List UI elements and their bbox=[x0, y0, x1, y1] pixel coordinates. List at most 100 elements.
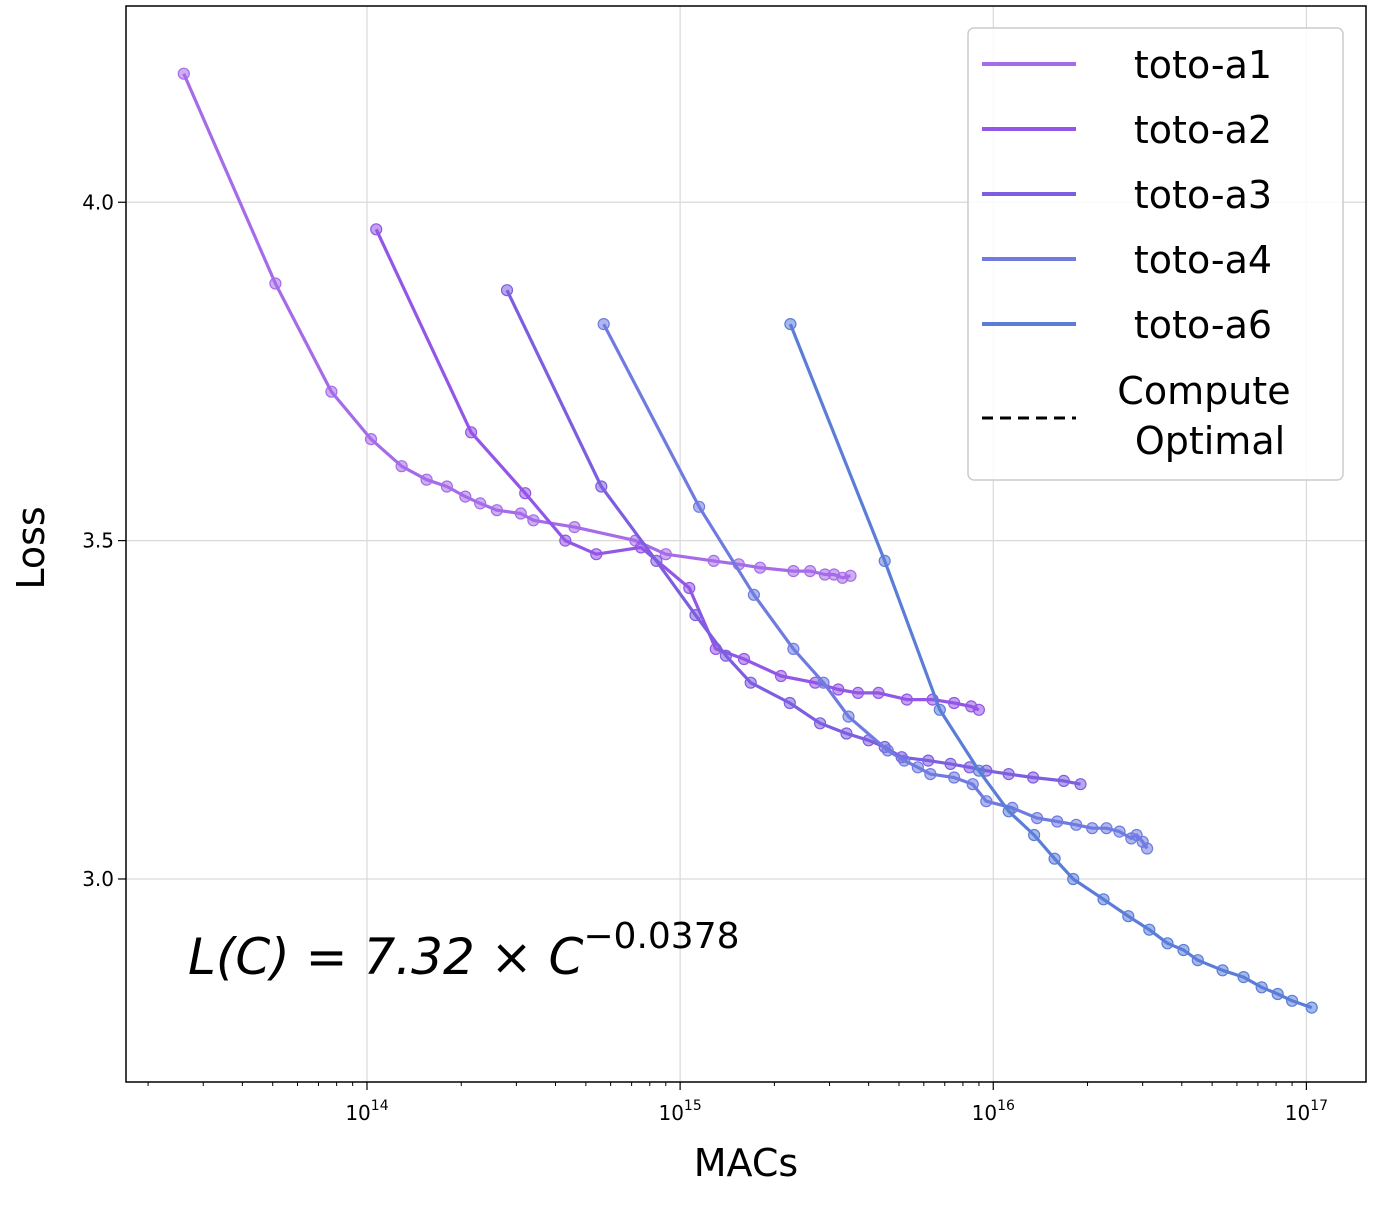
legend-label-toto-a6: toto-a6 bbox=[1134, 303, 1272, 347]
data-point-toto-a4-4 bbox=[817, 676, 830, 689]
data-point-toto-a3-13 bbox=[944, 757, 957, 771]
data-point-toto-a2-0 bbox=[370, 223, 383, 236]
data-point-toto-a3-18 bbox=[1057, 774, 1070, 788]
data-point-toto-a6-3 bbox=[972, 764, 986, 777]
data-point-toto-a6-15 bbox=[1237, 970, 1250, 984]
data-point-toto-a6-14 bbox=[1216, 964, 1229, 977]
data-point-toto-a6-10 bbox=[1143, 923, 1156, 936]
data-point-toto-a3-3 bbox=[689, 608, 702, 622]
legend-label-toto-a2: toto-a2 bbox=[1134, 108, 1272, 152]
data-point-toto-a6-19 bbox=[1305, 1001, 1318, 1014]
x-tick-label-3: 1017 bbox=[1285, 1098, 1328, 1125]
data-point-toto-a2-8 bbox=[737, 652, 751, 666]
data-point-toto-a3-12 bbox=[922, 754, 935, 767]
data-point-toto-a1-0 bbox=[177, 67, 190, 80]
x-tick-exponent: 14 bbox=[371, 1098, 389, 1114]
data-point-toto-a6-16 bbox=[1255, 981, 1268, 994]
data-point-toto-a2-12 bbox=[851, 686, 865, 700]
formula-exponent: −0.0378 bbox=[583, 916, 739, 957]
data-point-toto-a4-9 bbox=[924, 767, 937, 781]
data-point-toto-a1-18 bbox=[787, 564, 800, 578]
data-point-toto-a4-1 bbox=[692, 500, 706, 513]
data-point-toto-a4-23 bbox=[1140, 842, 1154, 855]
data-point-toto-a4-12 bbox=[980, 795, 993, 808]
data-point-toto-a1-8 bbox=[474, 497, 487, 510]
data-point-toto-a4-7 bbox=[898, 754, 911, 767]
data-point-toto-a4-10 bbox=[947, 771, 961, 784]
data-point-toto-a6-1 bbox=[878, 554, 891, 568]
data-point-toto-a1-10 bbox=[514, 507, 527, 520]
data-point-toto-a3-5 bbox=[744, 676, 757, 689]
data-point-toto-a2-3 bbox=[559, 534, 572, 547]
x-axis-label: MACs bbox=[694, 1141, 798, 1185]
data-point-toto-a1-14 bbox=[659, 548, 672, 561]
data-point-toto-a6-11 bbox=[1161, 937, 1174, 950]
data-point-toto-a6-18 bbox=[1285, 994, 1299, 1007]
data-point-toto-a1-4 bbox=[395, 460, 408, 473]
data-point-toto-a6-9 bbox=[1122, 910, 1135, 923]
data-point-toto-a2-6 bbox=[683, 581, 696, 595]
y-axis-label: Loss bbox=[9, 506, 53, 589]
x-tick-label-2: 1016 bbox=[972, 1098, 1015, 1125]
data-point-toto-a6-0 bbox=[784, 318, 797, 331]
data-point-toto-a4-16 bbox=[1070, 818, 1083, 831]
data-point-toto-a4-17 bbox=[1086, 822, 1099, 835]
data-point-toto-a1-3 bbox=[364, 433, 378, 446]
data-point-toto-a2-2 bbox=[519, 487, 532, 500]
data-point-toto-a3-1 bbox=[595, 480, 608, 493]
legend-label-optimal: Optimal bbox=[1135, 419, 1285, 463]
legend: toto-a1 toto-a2 toto-a3 toto-a4 toto-a6 … bbox=[967, 27, 1344, 481]
data-point-toto-a3-19 bbox=[1074, 778, 1087, 791]
data-point-toto-a4-19 bbox=[1113, 825, 1126, 838]
data-point-toto-a6-5 bbox=[1027, 828, 1041, 842]
data-point-toto-a3-4 bbox=[719, 649, 733, 662]
data-point-toto-a1-19 bbox=[803, 564, 817, 578]
formula-main: L(C) = 7.32 × C bbox=[188, 928, 583, 986]
data-point-toto-a2-16 bbox=[947, 696, 961, 710]
data-point-toto-a3-17 bbox=[1026, 771, 1040, 784]
data-point-toto-a4-18 bbox=[1100, 822, 1113, 835]
y-tick-label-1: 3.5 bbox=[82, 529, 114, 553]
series-toto-a6 bbox=[784, 318, 1318, 1014]
data-point-toto-a6-12 bbox=[1177, 943, 1190, 957]
legend-label-compute-optimal: Compute Optimal bbox=[1117, 369, 1302, 463]
data-point-toto-a4-6 bbox=[881, 744, 894, 757]
x-tick-base: 10 bbox=[658, 1101, 683, 1125]
data-point-toto-a4-11 bbox=[966, 778, 979, 791]
data-point-toto-a2-11 bbox=[832, 683, 845, 696]
legend-label-toto-a4: toto-a4 bbox=[1134, 238, 1272, 282]
data-point-toto-a3-7 bbox=[813, 717, 827, 730]
series-toto-a2 bbox=[370, 223, 986, 716]
x-tick-exponent: 15 bbox=[684, 1098, 702, 1114]
data-point-toto-a6-6 bbox=[1048, 852, 1061, 865]
data-point-toto-a2-18 bbox=[972, 703, 986, 716]
data-point-toto-a4-8 bbox=[911, 761, 924, 774]
x-tick-base: 10 bbox=[345, 1101, 370, 1125]
legend-label-toto-a1: toto-a1 bbox=[1134, 43, 1272, 87]
data-point-toto-a6-8 bbox=[1097, 893, 1110, 906]
data-point-toto-a1-7 bbox=[459, 490, 472, 503]
data-point-toto-a4-15 bbox=[1051, 815, 1064, 828]
x-tick-base: 10 bbox=[1285, 1101, 1310, 1125]
data-point-toto-a2-9 bbox=[774, 669, 788, 683]
x-tick-label-1: 1015 bbox=[658, 1098, 701, 1125]
data-point-toto-a6-7 bbox=[1067, 872, 1080, 886]
data-point-toto-a6-2 bbox=[933, 703, 946, 716]
data-point-toto-a1-9 bbox=[490, 504, 503, 517]
data-point-toto-a3-0 bbox=[500, 284, 514, 297]
data-point-toto-a3-16 bbox=[1002, 767, 1015, 781]
plot-frame bbox=[125, 5, 1367, 1083]
data-point-toto-a6-4 bbox=[1002, 805, 1015, 818]
formula-annotation: L(C) = 7.32 × C−0.0378 bbox=[188, 916, 740, 986]
data-point-toto-a4-2 bbox=[747, 588, 761, 601]
data-point-toto-a4-5 bbox=[842, 710, 855, 723]
data-point-toto-a1-12 bbox=[568, 520, 581, 534]
data-point-toto-a4-3 bbox=[787, 642, 800, 656]
data-point-toto-a2-1 bbox=[465, 426, 478, 439]
data-point-toto-a2-14 bbox=[900, 693, 914, 706]
x-tick-exponent: 16 bbox=[997, 1098, 1015, 1114]
data-point-toto-a6-13 bbox=[1191, 954, 1204, 967]
x-tick-base: 10 bbox=[972, 1101, 997, 1125]
y-tick-label-2: 4.0 bbox=[82, 190, 114, 214]
